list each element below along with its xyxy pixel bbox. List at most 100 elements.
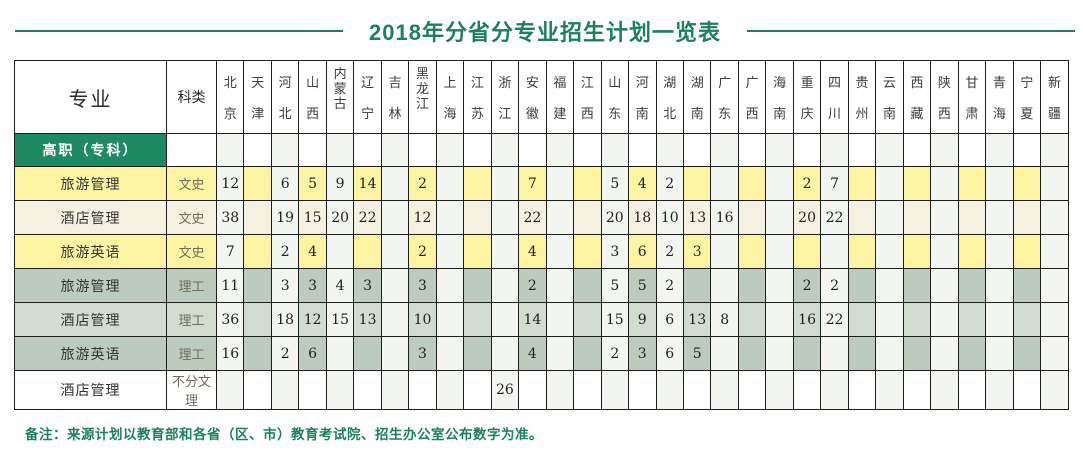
major-cell: 旅游管理 <box>14 268 167 303</box>
plan-cell <box>957 268 987 303</box>
plan-cell <box>518 133 547 167</box>
plan-cell <box>847 200 877 235</box>
plan-cell <box>985 234 1014 269</box>
plan-cell <box>545 370 575 410</box>
plan-cell <box>820 133 849 167</box>
plan-cell <box>545 268 575 303</box>
category-cell: 不分文理 <box>166 370 217 410</box>
plan-cell <box>875 200 904 235</box>
title-rule-right <box>746 30 1076 32</box>
plan-cell: 2 <box>518 268 547 303</box>
plan-cell: 19 <box>270 200 300 235</box>
plan-cell: 4 <box>628 166 657 201</box>
plan-cell <box>1012 166 1042 201</box>
plan-cell <box>463 370 492 410</box>
plan-cell: 22 <box>518 200 547 235</box>
plan-cell <box>380 336 410 371</box>
plan-cell <box>243 166 272 201</box>
plan-cell <box>737 370 767 410</box>
plan-cell <box>957 302 987 337</box>
page-header: 2018年分省分专业招生计划一览表 <box>0 0 1083 48</box>
plan-cell <box>792 370 822 410</box>
plan-cell <box>847 268 877 303</box>
province-header: 浙江 <box>490 60 520 134</box>
plan-cell <box>628 370 657 410</box>
plan-cell <box>902 336 932 371</box>
plan-cell: 4 <box>298 234 327 269</box>
plan-cell <box>435 200 465 235</box>
plan-cell: 10 <box>408 302 437 337</box>
plan-cell: 4 <box>518 336 547 371</box>
plan-cell <box>985 166 1014 201</box>
plan-cell <box>655 370 684 410</box>
plan-cell <box>682 133 712 167</box>
province-header: 河北 <box>270 60 300 134</box>
title-rule-left <box>15 30 344 32</box>
plan-cell <box>765 133 794 167</box>
page-title: 2018年分省分专业招生计划一览表 <box>369 20 721 45</box>
plan-cell <box>490 200 520 235</box>
plan-cell <box>243 268 272 303</box>
plan-cell <box>408 133 437 167</box>
plan-cell: 5 <box>600 166 630 201</box>
plan-cell <box>792 133 822 167</box>
plan-cell <box>765 370 794 410</box>
plan-cell <box>435 302 465 337</box>
plan-cell <box>957 200 987 235</box>
plan-cell: 20 <box>600 200 630 235</box>
province-header: 福建 <box>545 60 575 134</box>
plan-cell: 2 <box>792 268 822 303</box>
plan-cell <box>325 336 355 371</box>
plan-cell <box>243 302 272 337</box>
plan-cell: 9 <box>628 302 657 337</box>
plan-cell <box>985 302 1014 337</box>
plan-cell: 22 <box>820 302 849 337</box>
header-row: 专业 科类北京天津河北山西内蒙古辽宁吉林黑龙江上海江苏浙江安徽福建江西山东河南湖北… <box>14 60 1069 134</box>
table-row: 酒店管理 不分文理 26 <box>14 370 1069 410</box>
plan-cell <box>435 336 465 371</box>
plan-cell <box>737 200 767 235</box>
major-cell: 旅游管理 <box>14 166 167 201</box>
province-header: 陕西 <box>930 60 959 134</box>
plan-cell: 22 <box>353 200 382 235</box>
plan-cell: 12 <box>215 166 245 201</box>
plan-cell <box>710 166 739 201</box>
plan-cell <box>380 133 410 167</box>
plan-cell: 9 <box>325 166 355 201</box>
province-header: 天津 <box>243 60 272 134</box>
plan-cell <box>573 370 602 410</box>
plan-cell: 7 <box>820 166 849 201</box>
category-cell <box>166 133 217 167</box>
province-header: 北京 <box>215 60 245 134</box>
plan-cell <box>930 268 959 303</box>
plan-cell <box>710 268 739 303</box>
plan-cell <box>463 234 492 269</box>
plan-cell <box>380 268 410 303</box>
plan-cell <box>490 302 520 337</box>
plan-cell: 2 <box>792 166 822 201</box>
plan-cell: 6 <box>628 234 657 269</box>
plan-cell <box>875 370 904 410</box>
plan-cell <box>298 133 327 167</box>
table-row: 旅游管理 文史 12 6 5 9 14 2 7 5 4 2 2 7 <box>14 166 1069 201</box>
footer-note: 备注：来源计划以教育部和各省（区、市）教育考试院、招生办公室公布数字为准。 <box>25 427 543 442</box>
plan-cell <box>875 133 904 167</box>
plan-cell <box>545 200 575 235</box>
plan-cell <box>353 370 382 410</box>
province-header: 辽宁 <box>353 60 382 134</box>
major-column-header: 专业 <box>14 60 167 134</box>
plan-cell: 14 <box>353 166 382 201</box>
plan-cell <box>847 234 877 269</box>
plan-cell <box>930 302 959 337</box>
category-cell: 文史 <box>166 200 217 235</box>
province-header: 内蒙古 <box>325 60 355 134</box>
plan-cell: 20 <box>325 200 355 235</box>
plan-cell: 2 <box>270 336 300 371</box>
plan-cell <box>243 234 272 269</box>
plan-cell <box>1040 336 1069 371</box>
plan-cell: 18 <box>270 302 300 337</box>
plan-cell: 3 <box>682 234 712 269</box>
plan-cell <box>902 234 932 269</box>
plan-cell: 2 <box>600 336 630 371</box>
plan-cell <box>847 302 877 337</box>
